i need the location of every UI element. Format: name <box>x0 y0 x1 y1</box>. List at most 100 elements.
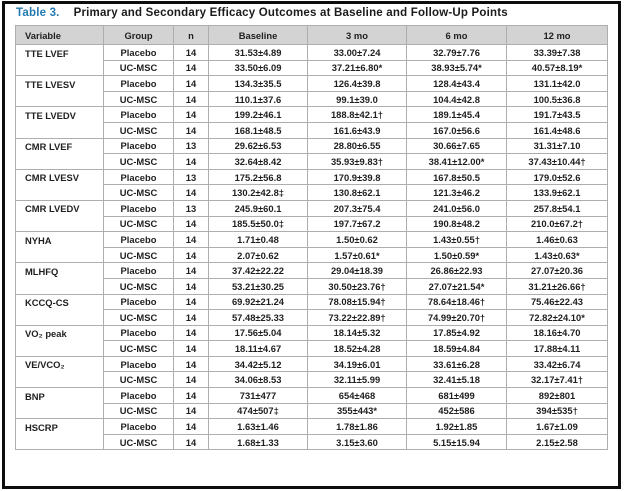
value-6mo-cell: 17.85±4.92 <box>406 324 507 342</box>
n-cell: 14 <box>173 418 209 435</box>
n-cell: 14 <box>173 387 209 404</box>
value-6mo-cell: 1.50±0.59* <box>406 246 507 264</box>
baseline-cell: 34.06±8.53 <box>208 371 308 389</box>
baseline-cell: 57.48±25.33 <box>208 309 308 326</box>
value-3mo-cell: 126.4±39.8 <box>307 75 407 92</box>
table-row: UC-MSC 14 57.48±25.33 73.22±22.89† 74.99±20.… <box>16 309 608 326</box>
value-6mo-cell: 1.43±0.55† <box>406 231 507 248</box>
value-12mo-cell: 131.1±42.0 <box>506 75 608 92</box>
value-3mo-cell: 33.00±7.24 <box>307 44 407 61</box>
table-row: UC-MSC 14 474±507‡ 355±443* 452±586 394±535† <box>16 402 608 420</box>
value-12mo-cell: 133.9±62.1 <box>506 184 608 201</box>
table-row: UC-MSC 14 18.11±4.67 18.52±4.28 18.59±4.84 17… <box>16 340 608 357</box>
group-cell: UC-MSC <box>103 309 174 326</box>
value-6mo-cell: 26.86±22.93 <box>406 262 507 279</box>
value-12mo-cell: 17.88±4.11 <box>506 340 608 357</box>
baseline-cell: 731±477 <box>208 387 308 404</box>
baseline-cell: 1.63±1.46 <box>208 418 308 435</box>
baseline-cell: 31.53±4.89 <box>208 44 308 61</box>
value-3mo-cell: 207.3±75.4 <box>307 199 407 217</box>
group-cell: Placebo <box>103 137 174 155</box>
value-6mo-cell: 18.59±4.84 <box>406 340 507 357</box>
table-row: CMR LVEF Placebo 13 29.62±6.53 28.80±6.55 30.… <box>15 137 608 170</box>
column-header-n: n <box>173 25 209 45</box>
table-row: VO₂ peak Placebo 14 17.56±5.04 18.14±5.32 17.… <box>15 324 608 357</box>
baseline-cell: 18.11±4.67 <box>208 340 308 357</box>
value-12mo-cell: 892±801 <box>506 387 608 404</box>
table-row: UC-MSC 14 2.07±0.62 1.57±0.61* 1.50±0.59* 1.4… <box>16 246 608 264</box>
value-3mo-cell: 32.11±5.99 <box>307 371 407 389</box>
baseline-cell: 29.62±6.53 <box>208 137 308 155</box>
value-3mo-cell: 37.21±6.80* <box>307 59 407 77</box>
n-cell: 14 <box>173 355 209 373</box>
baseline-cell: 474±507‡ <box>208 402 308 420</box>
group-cell: Placebo <box>103 387 174 404</box>
baseline-cell: 34.42±5.12 <box>208 355 308 373</box>
value-12mo-cell: 1.43±0.63* <box>506 246 608 264</box>
column-header-3mo: 3 mo <box>307 25 407 45</box>
group-cell: UC-MSC <box>103 59 174 77</box>
value-12mo-cell: 161.4±48.6 <box>506 121 608 139</box>
n-cell: 14 <box>173 90 209 108</box>
n-cell: 14 <box>173 293 209 311</box>
n-cell: 14 <box>173 215 209 233</box>
variable-cell: TTE LVEDV <box>15 106 104 139</box>
n-cell: 14 <box>173 106 209 123</box>
header-row: Variable Group n Baseline 3 mo 6 mo 12 m… <box>15 25 608 45</box>
n-cell: 14 <box>173 75 209 92</box>
group-cell: Placebo <box>103 324 174 342</box>
value-3mo-cell: 99.1±39.0 <box>307 90 407 108</box>
table-row: UC-MSC 14 130.2±42.8‡ 130.8±62.1 121.3±46.2 1… <box>16 184 608 201</box>
value-3mo-cell: 18.52±4.28 <box>307 340 407 357</box>
value-12mo-cell: 33.42±6.74 <box>506 355 608 373</box>
value-12mo-cell: 75.46±22.43 <box>506 293 608 311</box>
group-cell: Placebo <box>103 262 174 279</box>
value-12mo-cell: 31.31±7.10 <box>506 137 608 155</box>
value-12mo-cell: 1.46±0.63 <box>506 231 608 248</box>
value-3mo-cell: 170.9±39.8 <box>307 168 407 186</box>
variable-cell: CMR LVEF <box>15 137 104 170</box>
value-6mo-cell: 241.0±56.0 <box>406 199 507 217</box>
n-cell: 14 <box>173 246 209 264</box>
value-3mo-cell: 188.8±42.1† <box>307 106 407 123</box>
baseline-cell: 175.2±56.8 <box>208 168 308 186</box>
group-cell: UC-MSC <box>103 215 174 233</box>
value-3mo-cell: 73.22±22.89† <box>307 309 407 326</box>
baseline-cell: 1.71±0.48 <box>208 231 308 248</box>
value-6mo-cell: 27.07±21.54* <box>406 277 507 295</box>
n-cell: 14 <box>173 59 209 77</box>
table-caption: Table 3. Primary and Secondary Efficacy O… <box>16 7 609 19</box>
column-header-group: Group <box>103 25 174 45</box>
group-cell: UC-MSC <box>103 402 174 420</box>
n-cell: 14 <box>173 153 209 170</box>
value-3mo-cell: 355±443* <box>307 402 407 420</box>
value-12mo-cell: 257.8±54.1 <box>506 199 608 217</box>
value-3mo-cell: 654±468 <box>307 387 407 404</box>
n-cell: 14 <box>173 371 209 389</box>
value-6mo-cell: 32.79±7.76 <box>406 44 507 61</box>
n-cell: 14 <box>173 340 209 357</box>
n-cell: 14 <box>173 277 209 295</box>
table-row: MLHFQ Placebo 14 37.42±22.22 29.04±18.39 26.8… <box>15 262 608 295</box>
value-3mo-cell: 1.50±0.62 <box>307 231 407 248</box>
group-cell: Placebo <box>103 106 174 123</box>
variable-cell: CMR LVESV <box>15 168 104 201</box>
value-12mo-cell: 179.0±52.6 <box>506 168 608 186</box>
value-3mo-cell: 130.8±62.1 <box>307 184 407 201</box>
group-cell: UC-MSC <box>103 121 174 139</box>
value-6mo-cell: 30.66±7.65 <box>406 137 507 155</box>
n-cell: 13 <box>173 199 209 217</box>
n-cell: 14 <box>173 262 209 279</box>
value-6mo-cell: 78.64±18.46† <box>406 293 507 311</box>
table-row: TTE LVESV Placebo 14 134.3±35.5 126.4±39.8 12… <box>15 75 608 108</box>
table-row: UC-MSC 14 34.06±8.53 32.11±5.99 32.41±5.18 32… <box>16 371 608 389</box>
table-row: UC-MSC 14 53.21±30.25 30.50±23.76† 27.07±21.… <box>16 277 608 295</box>
value-12mo-cell: 210.0±67.2† <box>506 215 608 233</box>
group-cell: UC-MSC <box>103 153 174 170</box>
variable-cell: TTE LVESV <box>15 75 104 108</box>
value-6mo-cell: 38.41±12.00* <box>406 153 507 170</box>
value-12mo-cell: 37.43±10.44† <box>506 153 608 170</box>
group-cell: Placebo <box>103 168 174 186</box>
baseline-cell: 69.92±21.24 <box>208 293 308 311</box>
